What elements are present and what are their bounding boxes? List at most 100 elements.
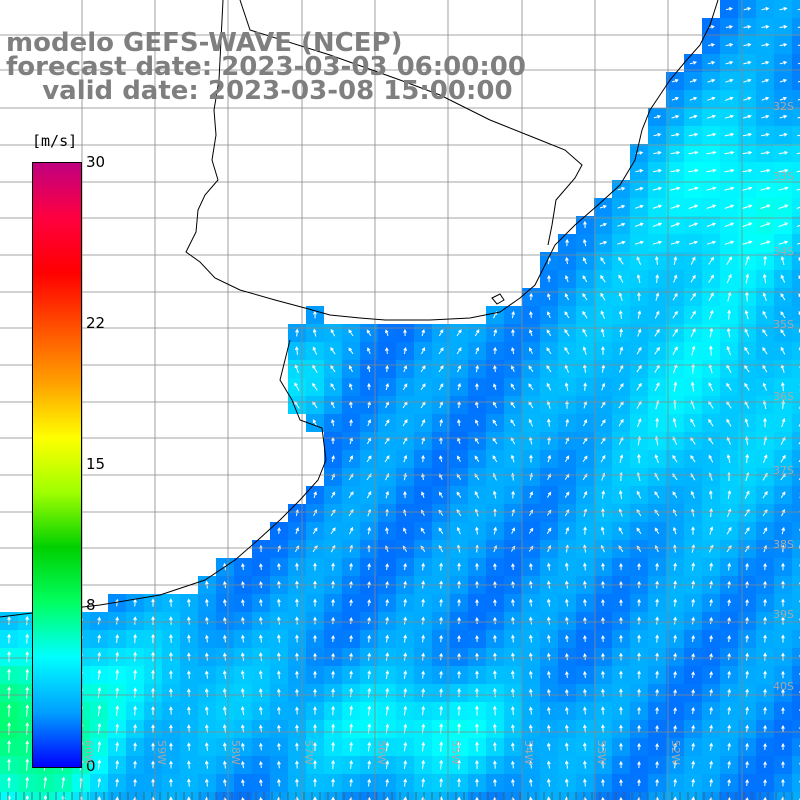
wind-arrow bbox=[528, 383, 534, 391]
wind-arrow bbox=[726, 454, 731, 464]
wind-arrow bbox=[763, 724, 767, 733]
wind-arrow bbox=[330, 491, 336, 499]
wind-arrow bbox=[204, 688, 209, 697]
wind-arrow bbox=[670, 186, 681, 191]
wind-arrow bbox=[780, 255, 785, 266]
wind-arrow bbox=[690, 381, 695, 392]
wind-arrow bbox=[511, 328, 515, 337]
wind-arrow bbox=[763, 598, 767, 607]
wind-arrow bbox=[546, 778, 551, 787]
wind-arrow bbox=[97, 669, 102, 680]
wind-arrow bbox=[115, 759, 120, 770]
wind-arrow bbox=[439, 777, 444, 788]
field-cell bbox=[198, 792, 216, 800]
wind-arrow bbox=[709, 670, 713, 679]
wind-arrow bbox=[655, 274, 660, 283]
wind-arrow bbox=[295, 598, 299, 607]
wind-arrow bbox=[636, 382, 642, 391]
field-cell bbox=[792, 270, 800, 288]
wind-arrow bbox=[636, 346, 642, 355]
wind-arrow bbox=[367, 382, 371, 391]
field-cell bbox=[792, 162, 800, 180]
wind-arrow bbox=[205, 634, 209, 643]
wind-arrow bbox=[295, 760, 299, 769]
wind-arrow bbox=[691, 598, 696, 607]
wind-arrow bbox=[420, 383, 426, 391]
wind-arrow bbox=[655, 778, 659, 787]
wind-arrow bbox=[778, 240, 789, 245]
wind-arrow bbox=[745, 598, 749, 607]
wind-arrow bbox=[583, 419, 588, 427]
wind-arrow bbox=[600, 292, 606, 301]
title-valid-date: valid date: 2023-03-08 15:00:00 bbox=[6, 76, 513, 106]
wind-arrow bbox=[349, 418, 353, 427]
wind-arrow bbox=[781, 742, 785, 750]
wind-arrow bbox=[439, 652, 443, 661]
wind-arrow bbox=[97, 634, 102, 643]
wind-arrow bbox=[652, 186, 663, 191]
field-cell bbox=[792, 108, 800, 126]
wind-arrow bbox=[421, 670, 425, 679]
wind-arrow bbox=[511, 346, 515, 355]
longitude-label: 57W bbox=[302, 740, 315, 765]
wind-arrow bbox=[727, 562, 731, 571]
wind-arrow bbox=[403, 346, 407, 355]
wind-arrow bbox=[652, 204, 663, 209]
wind-arrow bbox=[706, 186, 717, 191]
wind-arrow bbox=[546, 796, 551, 800]
wind-arrow bbox=[654, 328, 660, 337]
latitude-label: 37S bbox=[773, 464, 794, 477]
wind-arrow bbox=[295, 616, 299, 625]
wind-arrow bbox=[510, 742, 515, 751]
wind-arrow bbox=[367, 760, 372, 769]
wind-arrow bbox=[726, 327, 731, 338]
wind-arrow bbox=[688, 150, 699, 155]
field-cell bbox=[792, 612, 800, 630]
wind-arrow bbox=[547, 706, 551, 715]
wind-arrow bbox=[403, 670, 408, 679]
wind-arrow bbox=[420, 365, 426, 373]
wind-arrow bbox=[546, 365, 552, 373]
wind-arrow bbox=[456, 347, 462, 355]
wind-arrow bbox=[25, 704, 30, 717]
wind-arrow bbox=[763, 255, 768, 266]
wind-arrow bbox=[691, 760, 696, 769]
wind-arrow bbox=[781, 706, 785, 714]
wind-arrow bbox=[97, 704, 102, 717]
wind-arrow bbox=[313, 741, 317, 751]
wind-arrow bbox=[779, 96, 788, 101]
wind-arrow bbox=[475, 346, 480, 355]
wind-arrow bbox=[634, 240, 645, 245]
wind-arrow bbox=[601, 724, 605, 733]
wind-arrow bbox=[439, 562, 443, 571]
wind-arrow bbox=[295, 706, 299, 715]
wind-arrow bbox=[564, 562, 569, 571]
wind-arrow bbox=[796, 206, 800, 209]
wind-arrow bbox=[528, 418, 533, 427]
wind-arrow bbox=[619, 670, 623, 679]
wind-arrow bbox=[151, 669, 155, 680]
wind-arrow bbox=[779, 78, 788, 83]
wind-arrow bbox=[619, 634, 623, 643]
wind-arrow bbox=[115, 651, 120, 662]
wind-arrow bbox=[385, 687, 390, 698]
field-cell bbox=[486, 792, 504, 800]
wind-arrow bbox=[475, 419, 479, 426]
wind-arrow bbox=[385, 741, 390, 752]
wind-arrow bbox=[742, 240, 753, 245]
wind-arrow bbox=[511, 310, 515, 319]
wind-arrow bbox=[457, 616, 461, 625]
wind-arrow bbox=[313, 562, 317, 571]
wind-arrow bbox=[655, 760, 659, 769]
wind-arrow bbox=[564, 724, 569, 733]
wind-arrow bbox=[187, 778, 191, 787]
wind-arrow bbox=[654, 382, 660, 392]
wind-arrow bbox=[240, 742, 245, 751]
wind-arrow bbox=[385, 778, 389, 787]
wind-arrow bbox=[565, 616, 569, 625]
wind-arrow bbox=[689, 96, 698, 101]
wind-arrow bbox=[743, 60, 752, 65]
wind-arrow bbox=[493, 562, 497, 571]
wind-arrow bbox=[367, 365, 371, 373]
wind-arrow bbox=[691, 652, 695, 661]
